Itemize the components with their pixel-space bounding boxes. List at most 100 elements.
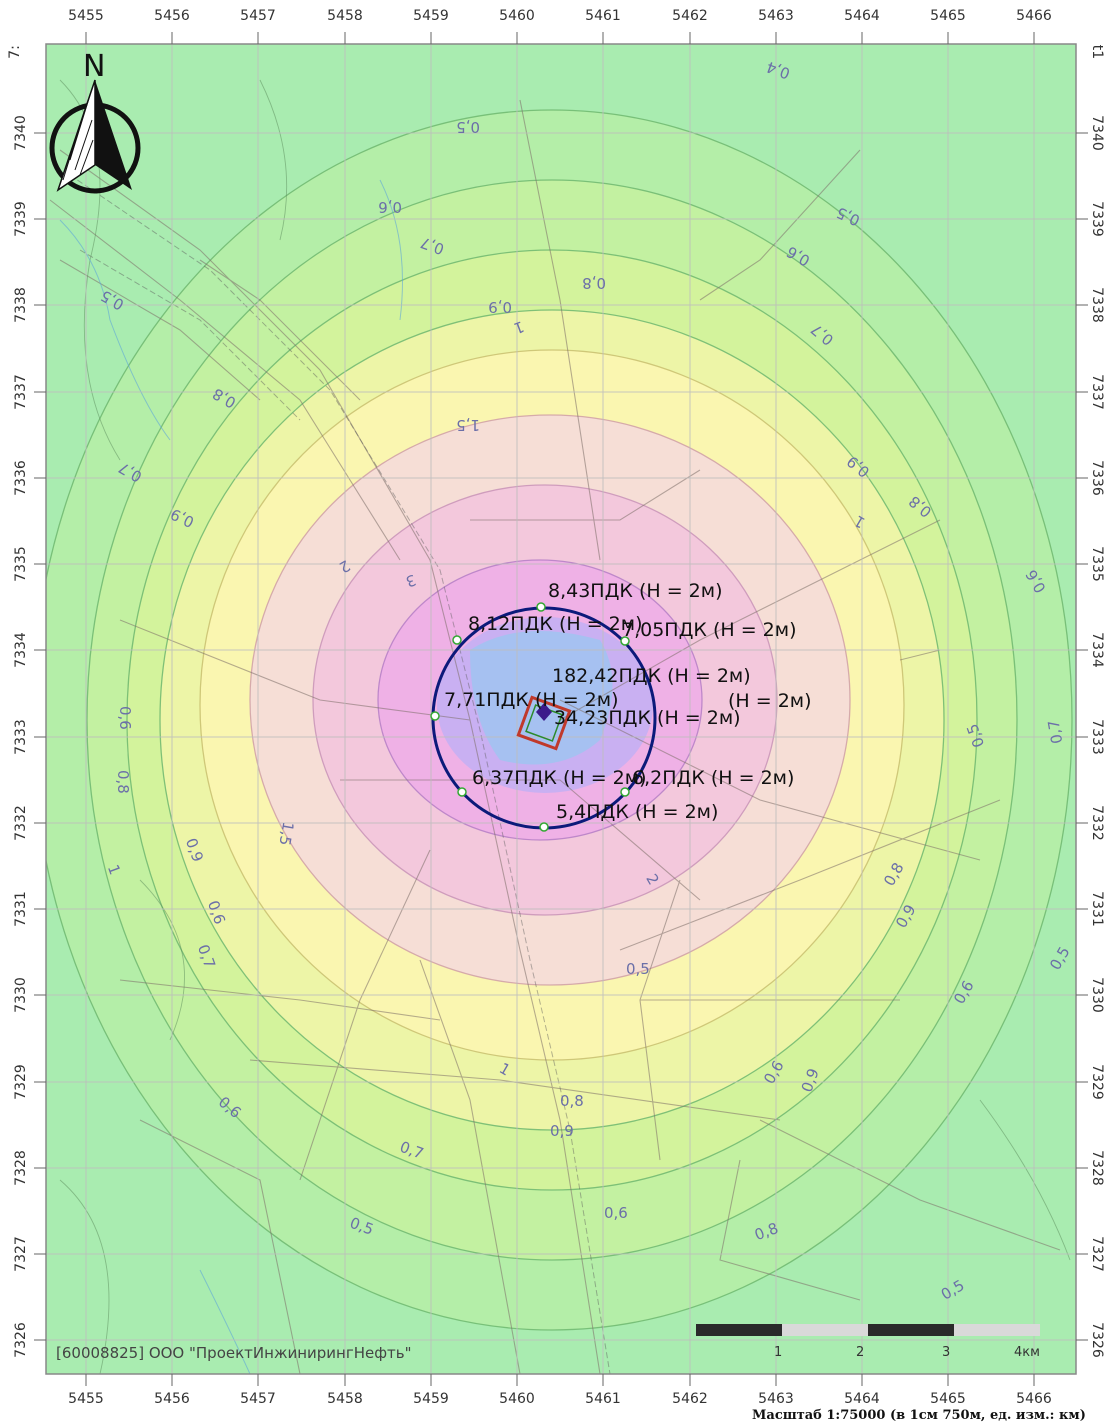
y-tick-left: 7333 <box>13 719 29 755</box>
industrial-site <box>516 695 572 751</box>
x-tick-top: 5465 <box>930 8 966 24</box>
y-tick-left: 7336 <box>13 460 29 496</box>
isoline-label: 0,8 <box>582 274 606 292</box>
isoline-label: 0,6 <box>604 1204 628 1222</box>
point-label: 5,4ПДК (Н = 2м) <box>556 801 718 823</box>
scale-bar: 1 2 3 4км <box>696 1324 1040 1360</box>
x-tick-bottom: 5466 <box>1016 1391 1052 1407</box>
y-tick-right: 7327 <box>1089 1236 1105 1272</box>
y-tick-right: 7339 <box>1089 201 1105 237</box>
x-tick-top: 5457 <box>240 8 276 24</box>
rivers <box>59 179 403 1374</box>
y-tick-left: 7326 <box>13 1322 29 1358</box>
x-tick-top: 5466 <box>1016 8 1052 24</box>
north-arrow-hatch <box>62 94 94 181</box>
map-frame <box>45 43 1077 1375</box>
x-tick-top: 5464 <box>844 8 880 24</box>
y-tick-left: 7328 <box>13 1150 29 1186</box>
x-tick-top: 5463 <box>758 8 794 24</box>
control-points <box>430 602 630 832</box>
y-tick-left: 7339 <box>13 201 29 237</box>
corner-label-right: t1 <box>1089 44 1106 60</box>
point-label: (Н = 2м) <box>728 690 812 712</box>
x-tick-top: 5459 <box>413 8 449 24</box>
scalebar-label: 3 <box>942 1345 950 1360</box>
scalebar-label: 2 <box>856 1345 864 1360</box>
y-tick-right: 7338 <box>1089 287 1105 323</box>
x-tick-top: 5456 <box>154 8 190 24</box>
x-tick-bottom: 5465 <box>930 1391 966 1407</box>
point-label: 8,12ПДК (Н = 2м) <box>468 613 643 635</box>
isoline-label: 0,6 <box>116 706 134 730</box>
y-tick-right: 7330 <box>1089 977 1105 1013</box>
emission-source-icon <box>536 703 552 721</box>
y-tick-left: 7338 <box>13 287 29 323</box>
y-tick-right: 7334 <box>1089 632 1105 668</box>
y-tick-left: 7330 <box>13 977 29 1013</box>
scalebar-label: 4км <box>1014 1345 1040 1360</box>
north-arrow-right-half <box>95 80 132 190</box>
x-tick-bottom: 5463 <box>758 1391 794 1407</box>
x-tick-top: 5458 <box>327 8 363 24</box>
road-network <box>49 99 1061 1374</box>
point-label: 7,05ПДК (Н = 2м) <box>622 619 797 641</box>
north-letter: N <box>83 49 105 84</box>
coordinate-grid <box>46 44 1076 1374</box>
point-label: 34,23ПДК (Н = 2м) <box>554 707 741 729</box>
y-tick-right: 7333 <box>1089 719 1105 755</box>
y-tick-left: 7327 <box>13 1236 29 1272</box>
map-area: 0,4 0,5 0,5 0,6 0,7 0,8 0,9 1 0,5 0,7 0,… <box>46 44 1076 1374</box>
organization-caption: [60008825] ООО "ПроектИнжинирингНефть" <box>56 1344 412 1362</box>
x-tick-bottom: 5464 <box>844 1391 880 1407</box>
isoline-label: 1,5 <box>456 416 480 434</box>
point-label: 6,37ПДК (Н = 2м) <box>472 767 647 789</box>
y-tick-right: 7335 <box>1089 546 1105 582</box>
frame-ticks <box>34 32 1088 1386</box>
y-tick-right: 7329 <box>1089 1064 1105 1100</box>
x-tick-bottom: 5456 <box>154 1391 190 1407</box>
y-tick-left: 7337 <box>13 374 29 410</box>
isoline-label: 0,6 <box>378 198 402 216</box>
y-tick-left: 7334 <box>13 632 29 668</box>
zone-10 <box>470 631 613 765</box>
isoline-label: 0,8 <box>560 1092 584 1110</box>
isoline-label: 0,9 <box>488 298 512 316</box>
y-tick-left: 7340 <box>13 115 29 151</box>
scale-caption: Масштаб 1:75000 (в 1см 750м, ед. изм.: к… <box>752 1408 1086 1423</box>
point-label: 6,2ПДК (Н = 2м) <box>632 767 794 789</box>
isoline-label: 0,5 <box>626 960 650 978</box>
x-tick-top: 5460 <box>499 8 535 24</box>
x-tick-bottom: 5461 <box>585 1391 621 1407</box>
x-tick-bottom: 5455 <box>68 1391 104 1407</box>
y-tick-left: 7331 <box>13 891 29 927</box>
x-tick-bottom: 5457 <box>240 1391 276 1407</box>
concentration-zones <box>46 110 1072 1330</box>
north-arrow: N <box>49 49 141 194</box>
x-tick-top: 5461 <box>585 8 621 24</box>
y-tick-left: 7335 <box>13 546 29 582</box>
y-tick-right: 7328 <box>1089 1150 1105 1186</box>
isoline-label: 1,5 <box>275 820 297 847</box>
isoline-label: 0,5 <box>456 118 480 136</box>
isoline-label: 0,8 <box>114 770 132 794</box>
concentration-point-labels: 8,43ПДК (Н = 2м) 8,12ПДК (Н = 2м) 7,05ПД… <box>444 580 812 823</box>
point-label: 8,43ПДК (Н = 2м) <box>548 580 723 602</box>
y-tick-right: 7340 <box>1089 115 1105 151</box>
x-tick-top: 5455 <box>68 8 104 24</box>
y-tick-right: 7337 <box>1089 374 1105 410</box>
point-label: 182,42ПДК (Н = 2м) <box>552 665 751 687</box>
y-tick-right: 7332 <box>1089 805 1105 841</box>
isolines <box>46 109 1073 1331</box>
point-label: 7,71ПДК (Н = 2м) <box>444 689 619 711</box>
y-tick-right: 7331 <box>1089 891 1105 927</box>
x-tick-bottom: 5459 <box>413 1391 449 1407</box>
y-tick-right: 7336 <box>1089 460 1105 496</box>
isoline-label: 0,9 <box>550 1122 574 1140</box>
y-tick-left: 7329 <box>13 1064 29 1100</box>
x-tick-bottom: 5462 <box>672 1391 708 1407</box>
corner-label-left: 7: <box>6 45 23 59</box>
scalebar-label: 1 <box>774 1345 782 1360</box>
x-tick-bottom: 5460 <box>499 1391 535 1407</box>
x-tick-bottom: 5458 <box>327 1391 363 1407</box>
